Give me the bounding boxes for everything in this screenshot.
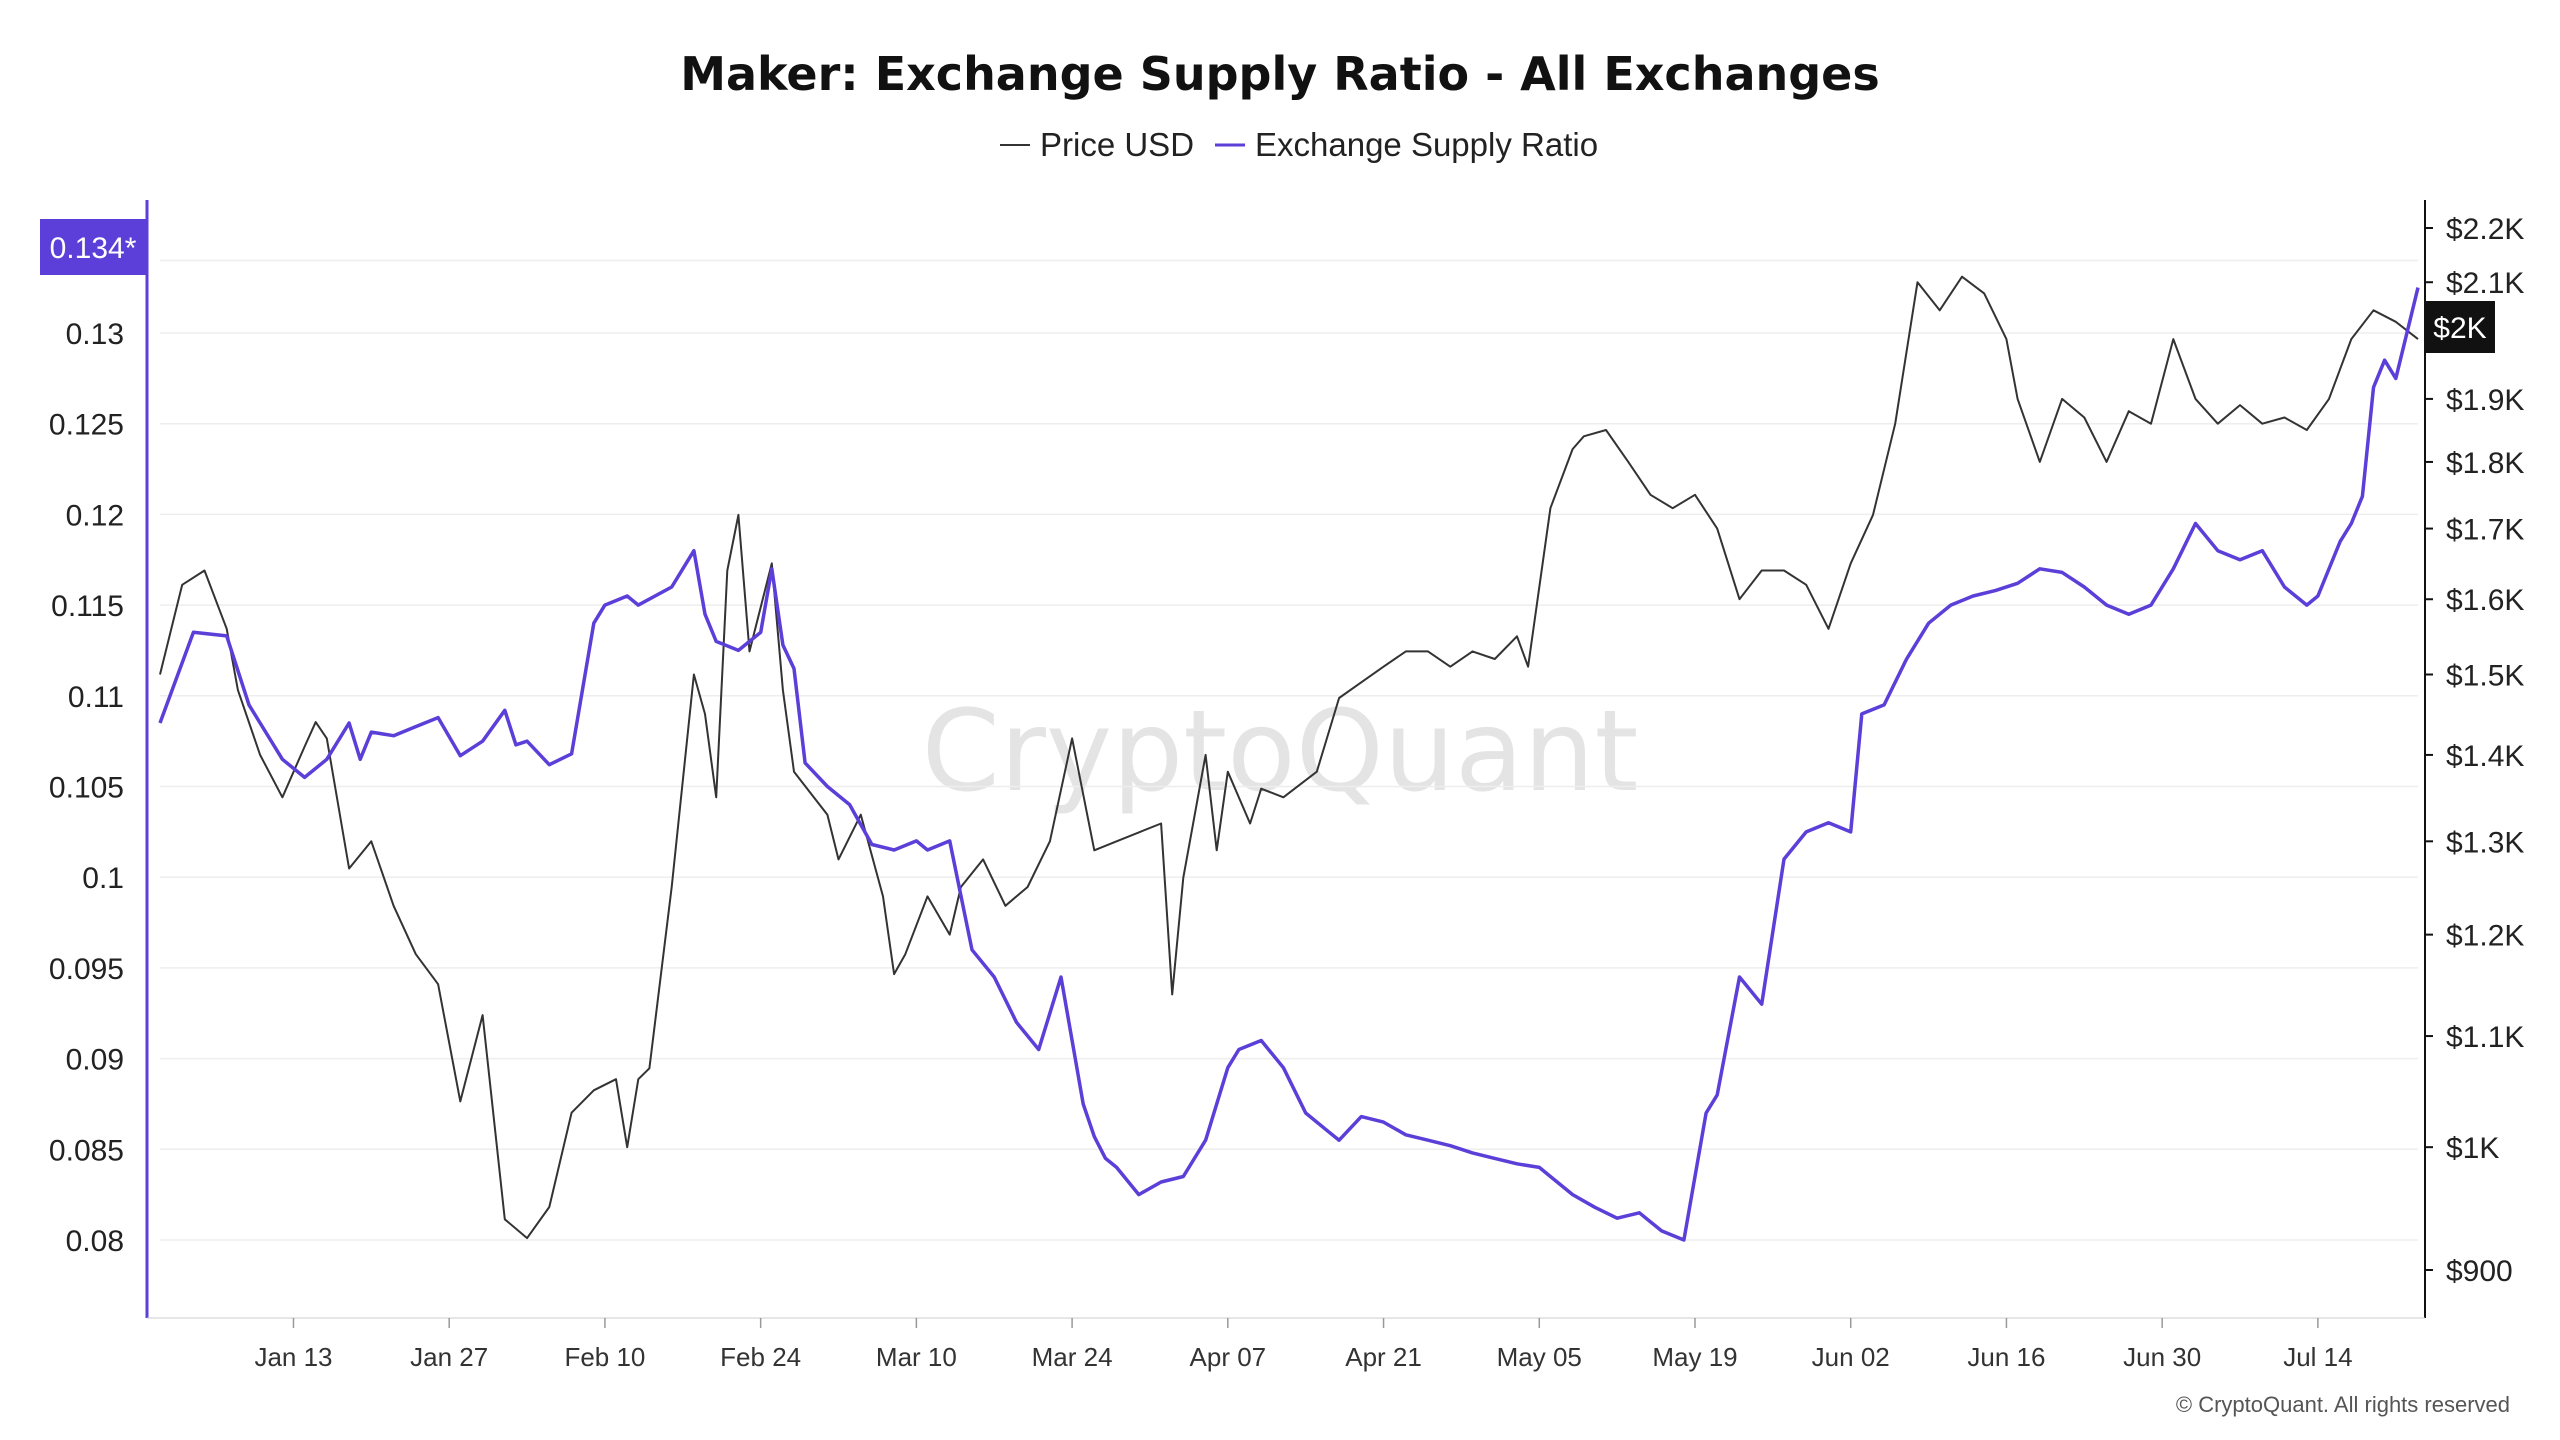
left-tick-label: 0.11 xyxy=(68,681,124,714)
right-tick-label: $1.3K xyxy=(2446,826,2524,859)
legend: Price USD Exchange Supply Ratio xyxy=(1000,126,1598,163)
left-tick-label: 0.08 xyxy=(66,1225,124,1258)
left-current-badge: 0.134* xyxy=(40,219,147,275)
left-tick-label: 0.12 xyxy=(66,499,124,532)
left-badge-bg xyxy=(40,219,147,275)
x-tick-label: Jan 27 xyxy=(410,1342,488,1372)
right-badge-value: $2K xyxy=(2433,312,2486,345)
right-tick-label: $900 xyxy=(2446,1255,2513,1288)
x-tick-label: Mar 24 xyxy=(1032,1342,1113,1372)
left-tick-label: 0.1 xyxy=(82,862,124,895)
right-badge-bg xyxy=(2425,301,2495,353)
x-tick-label: Feb 10 xyxy=(564,1342,645,1372)
chart-title: Maker: Exchange Supply Ratio - All Excha… xyxy=(680,47,1880,101)
left-tick-label: 0.085 xyxy=(49,1134,124,1167)
right-tick-label: $1.1K xyxy=(2446,1021,2524,1054)
x-tick-label: Jun 02 xyxy=(1812,1342,1890,1372)
x-tick-label: May 19 xyxy=(1652,1342,1737,1372)
right-current-badge: $2K xyxy=(2425,301,2495,353)
left-tick-label: 0.125 xyxy=(49,409,124,442)
left-badge-value: 0.134* xyxy=(50,232,137,265)
x-tick-label: Apr 21 xyxy=(1345,1342,1422,1372)
legend-label-ratio: Exchange Supply Ratio xyxy=(1255,126,1598,163)
right-tick-label: $1.4K xyxy=(2446,740,2524,773)
x-tick-label: Mar 10 xyxy=(876,1342,957,1372)
left-tick-label: 0.09 xyxy=(66,1044,124,1077)
x-tick-label: Jul 14 xyxy=(2283,1342,2352,1372)
x-tick-label: Jun 16 xyxy=(1967,1342,2045,1372)
left-tick-label: 0.095 xyxy=(49,953,124,986)
left-tick-label: 0.13 xyxy=(66,318,124,351)
left-axis-ticks: 0.08 0.085 0.09 0.095 0.1 0.105 0.11 0.115 0.12 0… xyxy=(49,318,124,1258)
right-tick-label: $1.5K xyxy=(2446,659,2524,692)
x-tick-label: Jan 13 xyxy=(254,1342,332,1372)
x-axis-ticks: Jan 13 Jan 27 Feb 10 Feb 24 Mar 10 Mar 24 Apr … xyxy=(254,1318,2353,1372)
right-tick-label: $2.1K xyxy=(2446,267,2524,300)
right-tick-label: $2.2K xyxy=(2446,213,2524,246)
grid-lines xyxy=(160,259,2418,1241)
left-tick-label: 0.105 xyxy=(49,772,124,805)
right-tick-label: $1.9K xyxy=(2446,384,2524,417)
watermark: CryptoQuant xyxy=(922,687,1639,817)
right-tick-label: $1K xyxy=(2446,1132,2499,1165)
x-tick-label: Jun 30 xyxy=(2123,1342,2201,1372)
left-tick-label: 0.115 xyxy=(51,590,124,623)
x-tick-label: Apr 07 xyxy=(1190,1342,1267,1372)
legend-label-price: Price USD xyxy=(1040,126,1194,163)
right-tick-label: $1.2K xyxy=(2446,920,2524,953)
right-axis-ticks: $900 $1K $1.1K $1.2K $1.3K $1.4K $1.5K $1.6K $1.… xyxy=(2425,213,2524,1288)
right-tick-label: $1.7K xyxy=(2446,514,2524,547)
x-tick-label: Feb 24 xyxy=(720,1342,801,1372)
right-tick-label: $1.6K xyxy=(2446,584,2524,617)
series-line-exchange-supply-ratio xyxy=(158,287,2420,1242)
series-line-price-usd xyxy=(159,275,2419,1240)
right-tick-label: $1.8K xyxy=(2446,447,2524,480)
x-tick-label: May 05 xyxy=(1497,1342,1582,1372)
copyright-credit: © CryptoQuant. All rights reserved xyxy=(2176,1392,2510,1417)
